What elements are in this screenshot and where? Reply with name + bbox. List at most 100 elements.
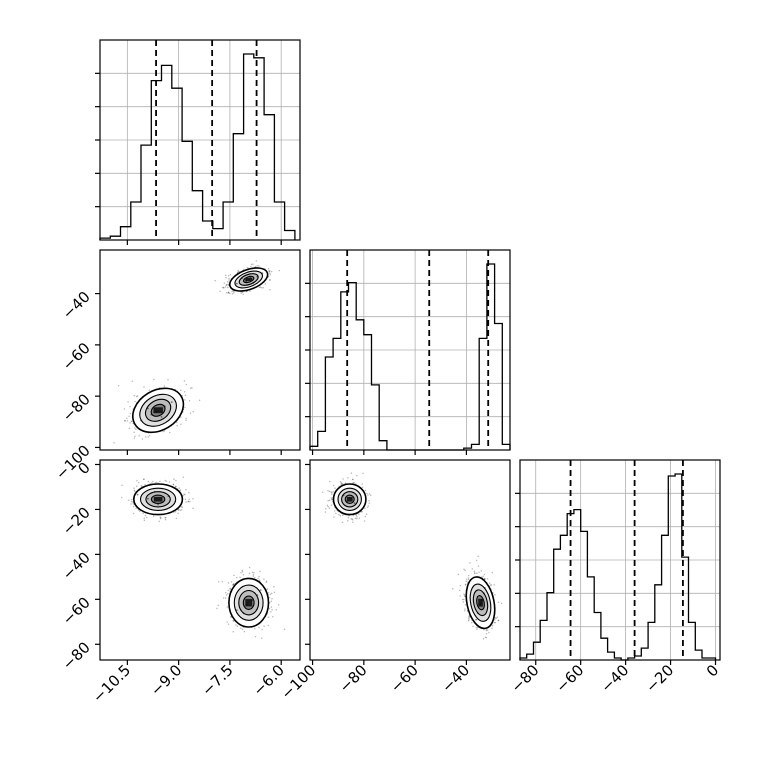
sample-point [175,485,177,488]
sample-point [185,419,187,422]
sample-point [269,289,271,291]
sample-point [485,629,488,632]
sample-point [242,612,245,615]
sample-point [164,516,166,519]
sample-point [325,508,327,510]
sample-point [258,579,261,581]
sample-point [121,484,123,486]
sample-point [136,493,139,496]
sample-point [183,380,186,382]
sample-point [491,627,493,630]
sample-point [154,482,157,484]
sample-point [163,385,166,387]
sample-point [361,511,363,513]
sample-point [268,607,271,610]
sample-point [468,617,470,620]
sample-point [352,491,355,494]
scatter-area [120,476,286,639]
sample-point [363,520,366,522]
sample-point [366,506,369,509]
sample-point [267,268,270,270]
sample-point [143,519,146,522]
sample-point [269,279,272,281]
sample-point [232,583,234,586]
sample-point [353,502,356,504]
sample-point [225,594,228,596]
sample-point [221,580,223,583]
sample-point [183,390,186,393]
sample-point [188,491,190,494]
sample-point [179,389,182,392]
sample-point [354,517,357,519]
sample-point [235,576,238,579]
sample-point [490,584,492,587]
sample-point [464,609,466,612]
sample-point [147,480,150,483]
sample-point [472,625,474,628]
sample-point [271,609,273,611]
sample-point [175,479,177,482]
sample-point [265,580,268,583]
sample-point [184,498,187,500]
sample-point [261,637,263,639]
sample-point [352,478,354,481]
sample-point [227,582,230,584]
sample-point [333,510,336,512]
sample-point [233,574,235,577]
sample-point [365,513,368,515]
sample-point [474,572,476,574]
sample-point [227,274,230,277]
sample-point [232,620,235,622]
sample-point [185,383,188,386]
sample-point [270,606,273,608]
histogram-p1 [305,249,511,451]
x-tick-label: 0 [703,661,722,680]
sample-point [229,273,232,276]
sample-point [133,489,136,492]
density-peak [153,407,163,414]
sample-point [240,292,242,294]
density-peak [245,278,253,281]
sample-point [338,513,340,516]
sample-point [477,555,479,558]
sample-point [233,290,235,293]
sample-point [164,518,167,521]
sample-point [462,601,465,603]
sample-point [459,589,461,592]
sample-point [143,478,145,480]
sample-point [185,488,187,491]
sample-point [229,616,232,618]
sample-point [258,626,260,629]
sample-point [356,516,358,518]
sample-point [228,277,230,280]
sample-point [342,494,345,497]
sample-point [127,499,130,501]
sample-point [340,482,343,484]
sample-point [123,408,126,410]
sample-point [324,511,327,513]
sample-point [180,416,182,418]
sample-point [142,478,145,481]
sample-point [259,286,262,288]
sample-point [485,636,488,639]
sample-point [361,486,364,489]
sample-point [491,571,494,574]
x-tick-label: −80 [336,661,371,696]
sample-point [465,580,467,583]
density-peak [478,598,483,607]
sample-point [241,569,243,572]
sample-point [330,504,333,506]
sample-point [484,636,487,638]
sample-point [476,626,479,629]
sample-point [222,597,225,599]
sample-point [189,501,191,503]
sample-point [225,276,227,279]
histogram-p2 [515,459,721,661]
sample-point [485,633,488,635]
sample-point [135,507,137,510]
y-tick-label: −20 [59,504,94,539]
sample-point [482,575,484,577]
sample-point [245,280,248,283]
sample-point [214,279,216,282]
sample-point [493,619,496,621]
